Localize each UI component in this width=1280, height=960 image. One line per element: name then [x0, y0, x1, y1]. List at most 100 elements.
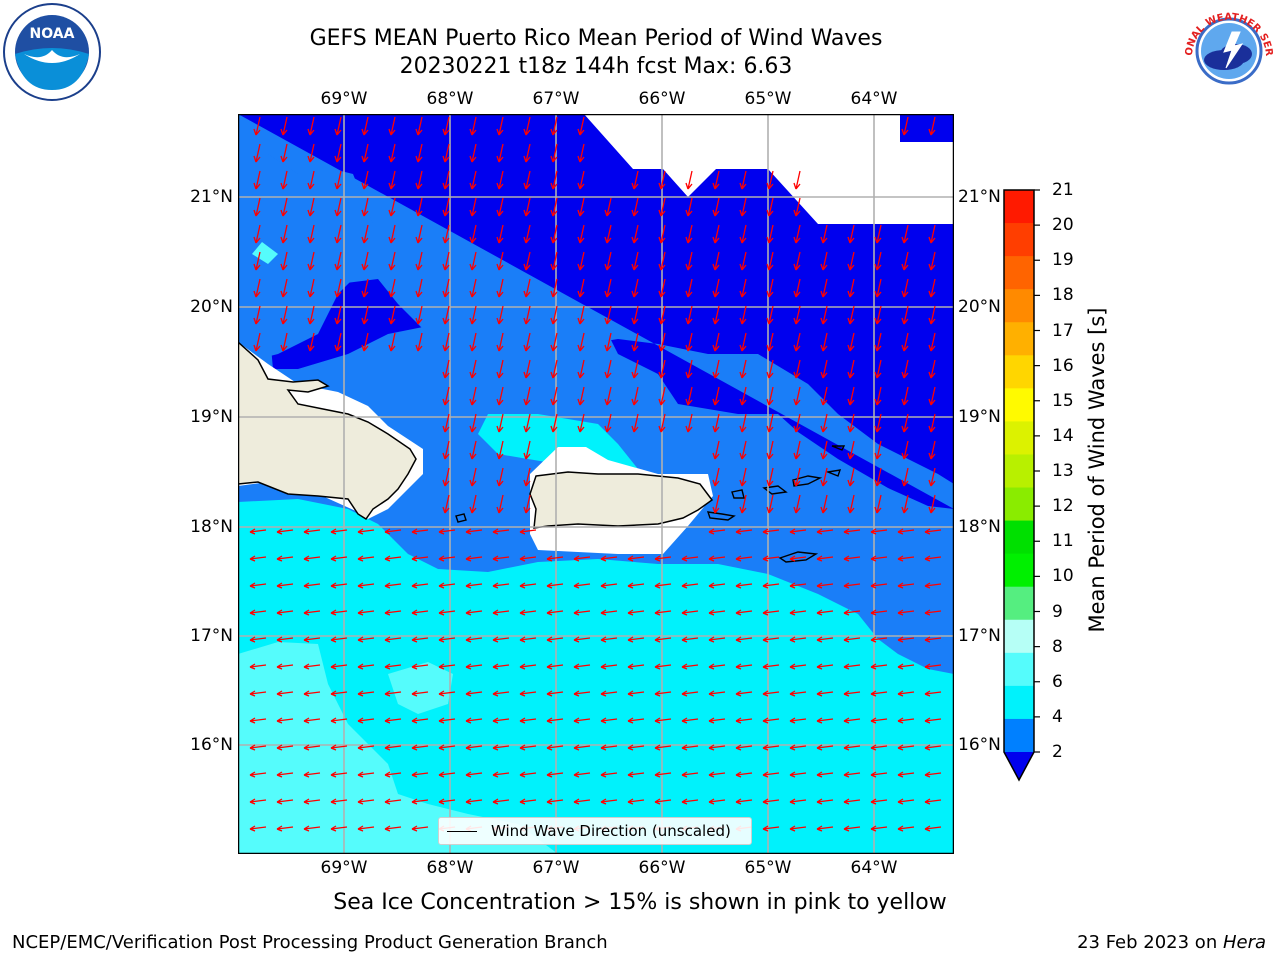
- wind-arrow: [739, 224, 747, 244]
- map-title: GEFS MEAN Puerto Rico Mean Period of Win…: [309, 26, 883, 51]
- lon-label-bottom: 68°W: [426, 858, 474, 878]
- colorbar-tick-label: 15: [1052, 390, 1074, 411]
- wind-arrow: [465, 555, 483, 562]
- wind-arrow: [793, 224, 801, 244]
- wind-arrow: [762, 744, 780, 751]
- wind-arrow: [928, 359, 936, 379]
- wind-arrow: [249, 582, 267, 589]
- wind-arrow: [280, 143, 288, 163]
- colorbar-title: Mean Period of Wind Waves [s]: [1085, 307, 1109, 633]
- wind-arrow: [924, 555, 942, 562]
- wind-arrow: [789, 717, 807, 724]
- wind-arrow: [627, 798, 645, 805]
- wind-arrow: [897, 636, 915, 643]
- lat-label-left: 19°N: [190, 407, 233, 427]
- wind-arrow: [496, 359, 504, 379]
- wind-arrow: [253, 305, 261, 325]
- wind-arrow: [523, 251, 531, 271]
- wind-arrow: [627, 582, 645, 589]
- wind-arrow: [712, 197, 720, 217]
- wind-arrow: [384, 663, 402, 670]
- wind-arrow: [600, 636, 618, 643]
- wind-arrow: [438, 717, 456, 724]
- sea-light-cyan: [238, 642, 558, 854]
- wind-arrow: [870, 690, 888, 697]
- wind-arrow: [681, 744, 699, 751]
- wind-arrow: [469, 467, 477, 487]
- wind-arrow: [816, 528, 834, 535]
- wind-arrow: [384, 528, 402, 535]
- noaa-logo: NOAA: [3, 3, 101, 101]
- wind-arrow: [496, 143, 504, 163]
- wind-arrow: [523, 467, 531, 487]
- wind-arrow: [739, 494, 747, 514]
- wind-arrow: [820, 332, 828, 352]
- wind-arrow: [928, 116, 936, 136]
- wind-arrow: [438, 636, 456, 643]
- wind-arrow: [897, 609, 915, 616]
- wind-arrow: [550, 197, 558, 217]
- wind-arrow: [442, 116, 450, 136]
- wind-arrow: [492, 609, 510, 616]
- wind-arrow: [249, 663, 267, 670]
- wind-arrow: [438, 528, 456, 535]
- colorbar-tick-label: 16: [1052, 355, 1074, 376]
- wind-arrow: [820, 278, 828, 298]
- wind-arrow: [546, 582, 564, 589]
- wind-arrow: [816, 717, 834, 724]
- wind-arrow: [820, 224, 828, 244]
- wind-arrow: [276, 825, 294, 832]
- wind-arrow: [627, 690, 645, 697]
- wind-arrow: [681, 690, 699, 697]
- wind-arrow: [762, 717, 780, 724]
- wind-arrow: [550, 143, 558, 163]
- wind-arrow: [874, 278, 882, 298]
- wind-arrow: [847, 224, 855, 244]
- wind-arrow: [334, 197, 342, 217]
- wind-arrow: [523, 143, 531, 163]
- wind-arrow: [469, 386, 477, 406]
- wind-arrow: [411, 609, 429, 616]
- wind-arrow: [492, 582, 510, 589]
- wind-arrow: [253, 143, 261, 163]
- wind-arrow: [600, 798, 618, 805]
- colorbar-tick-label: 12: [1052, 496, 1074, 517]
- wind-arrow: [600, 555, 618, 562]
- wind-arrow: [847, 332, 855, 352]
- wind-arrow: [604, 251, 612, 271]
- wind-arrow: [496, 386, 504, 406]
- wind-arrow: [438, 690, 456, 697]
- lon-label-bottom: 65°W: [744, 858, 792, 878]
- wind-arrow: [658, 278, 666, 298]
- wind-arrow: [492, 663, 510, 670]
- wind-arrow: [816, 663, 834, 670]
- date-stamp: 23 Feb 2023 on Hera: [1077, 932, 1266, 953]
- wind-arrow: [303, 636, 321, 643]
- wind-arrow: [928, 494, 936, 514]
- colorbar-tick-label: 17: [1052, 320, 1074, 341]
- wind-arrow: [735, 582, 753, 589]
- wind-arrow: [330, 771, 348, 778]
- wind-arrow: [870, 528, 888, 535]
- wind-arrow: [627, 555, 645, 562]
- colorbar-segment: [1004, 190, 1034, 224]
- wind-arrow: [438, 744, 456, 751]
- colorbar-segment: [1004, 520, 1034, 555]
- wind-arrow: [843, 798, 861, 805]
- wind-arrow: [627, 609, 645, 616]
- wind-arrow: [766, 413, 774, 433]
- wind-arrow: [415, 305, 423, 325]
- wind-arrow: [280, 251, 288, 271]
- wind-arrow: [546, 744, 564, 751]
- wind-arrow: [789, 690, 807, 697]
- wind-arrow: [276, 663, 294, 670]
- wind-arrow: [843, 636, 861, 643]
- wind-arrow: [681, 582, 699, 589]
- wind-arrow: [928, 278, 936, 298]
- lon-label-top: 64°W: [850, 89, 898, 109]
- lat-label-left: 21°N: [190, 187, 233, 207]
- wind-arrow: [415, 251, 423, 271]
- wind-arrow: [789, 555, 807, 562]
- wind-arrow: [708, 663, 726, 670]
- wind-arrow: [816, 609, 834, 616]
